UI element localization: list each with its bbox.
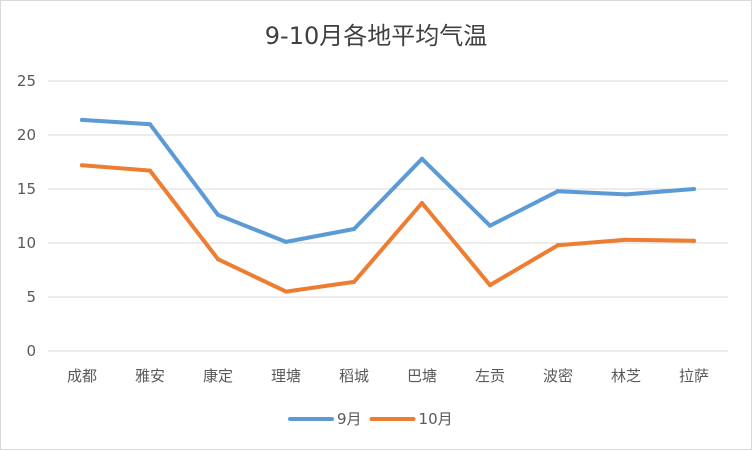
data-point: [216, 257, 220, 262]
y-tick-label: 10: [17, 234, 36, 252]
data-point: [624, 237, 628, 242]
data-point: [352, 279, 356, 284]
legend-label: 9月: [337, 410, 362, 428]
data-point: [692, 238, 696, 243]
series-line-0: [80, 117, 696, 244]
data-point: [624, 192, 628, 197]
data-point: [216, 212, 220, 217]
data-point: [556, 243, 560, 248]
x-tick-label: 康定: [203, 367, 233, 385]
data-point: [284, 239, 288, 244]
x-axis-ticks: 成都 雅安 康定 理塘 稻城 巴塘 左贡 波密 林芝 拉萨: [67, 367, 709, 385]
series-line-1: [80, 163, 696, 294]
legend-label: 10月: [419, 410, 453, 428]
x-tick-label: 巴塘: [407, 367, 437, 385]
gridlines: [48, 80, 728, 352]
legend: 9月 10月: [288, 410, 453, 428]
data-point: [556, 189, 560, 194]
x-tick-label: 拉萨: [679, 367, 709, 385]
data-point: [420, 201, 424, 206]
data-point: [488, 223, 492, 228]
data-point: [352, 226, 356, 231]
data-point: [80, 117, 84, 122]
data-point: [80, 163, 84, 168]
x-tick-label: 稻城: [339, 367, 369, 385]
data-point: [284, 289, 288, 294]
y-tick-label: 5: [26, 288, 36, 306]
x-tick-label: 雅安: [135, 367, 165, 385]
data-point: [692, 187, 696, 191]
y-tick-label: 0: [26, 342, 36, 360]
x-tick-label: 理塘: [271, 367, 301, 385]
x-tick-label: 波密: [543, 367, 573, 385]
y-tick-label: 15: [17, 180, 36, 198]
x-tick-label: 林芝: [611, 367, 641, 385]
y-tick-label: 20: [17, 126, 36, 144]
series-lines: [80, 117, 696, 294]
data-point: [488, 283, 492, 288]
data-point: [148, 168, 152, 173]
y-tick-label: 25: [17, 72, 36, 90]
x-tick-label: 成都: [67, 367, 97, 385]
x-tick-label: 左贡: [475, 367, 505, 385]
data-point: [420, 156, 424, 161]
chart-title: 9-10月各地平均气温: [265, 22, 487, 50]
y-axis-ticks: 0 5 10 15 20 25: [17, 72, 36, 360]
data-point: [148, 122, 152, 127]
